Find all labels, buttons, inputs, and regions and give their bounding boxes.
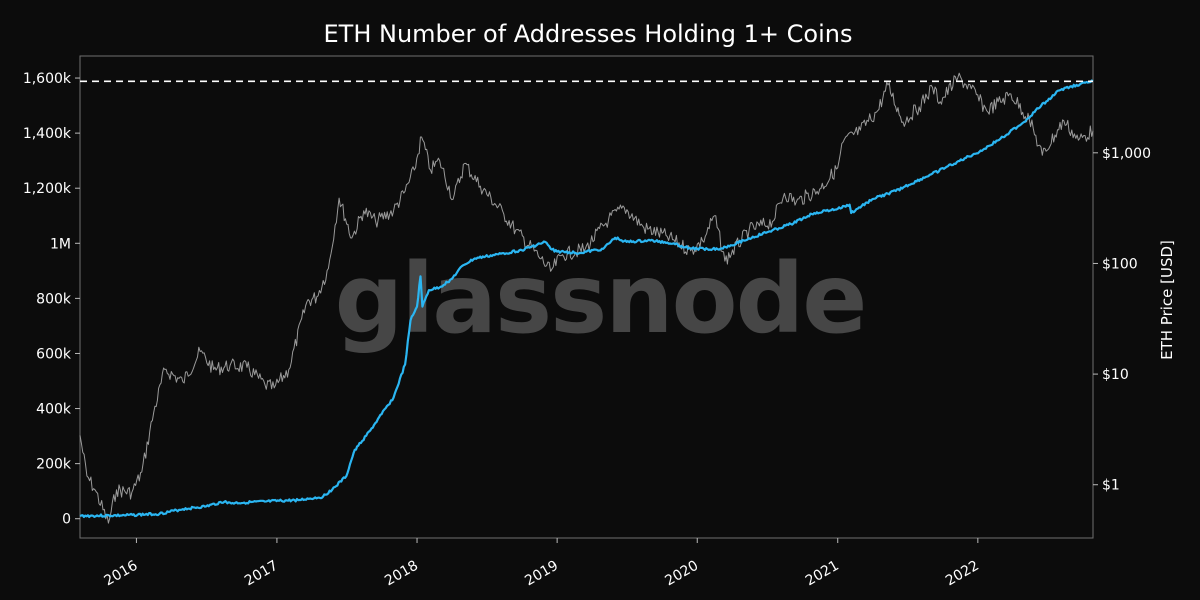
x-tick-label: 2022 [943, 558, 982, 590]
right-tick-label: $1 [1102, 478, 1120, 494]
left-tick-label: 1,600k [23, 71, 72, 87]
left-tick-label: 200k [36, 457, 72, 473]
right-tick-label: $10 [1102, 367, 1129, 383]
left-tick-label: 1,400k [23, 126, 72, 142]
right-axis-label: ETH Price [USD] [1158, 240, 1176, 360]
left-tick-label: 1M [50, 236, 71, 252]
x-tick-label: 2021 [803, 558, 842, 590]
left-tick-label: 400k [36, 402, 72, 418]
watermark: glassnode [335, 243, 866, 355]
x-tick-label: 2017 [242, 558, 281, 590]
x-tick-label: 2020 [662, 558, 701, 590]
eth-price-line [79, 72, 1094, 524]
left-tick-label: 600k [36, 346, 72, 362]
plot-frame [79, 55, 1094, 539]
left-tick-label: 0 [62, 512, 71, 528]
left-tick-label: 800k [36, 291, 72, 307]
left-tick-label: 1,200k [23, 181, 72, 197]
addresses-line [79, 79, 1094, 519]
right-tick-label: $100 [1102, 256, 1138, 272]
x-tick-label: 2016 [102, 558, 141, 590]
right-tick-label: $1,000 [1102, 146, 1151, 162]
x-tick-label: 2019 [522, 558, 561, 590]
chart-title: ETH Number of Addresses Holding 1+ Coins [324, 20, 853, 48]
x-tick-label: 2018 [382, 558, 421, 590]
